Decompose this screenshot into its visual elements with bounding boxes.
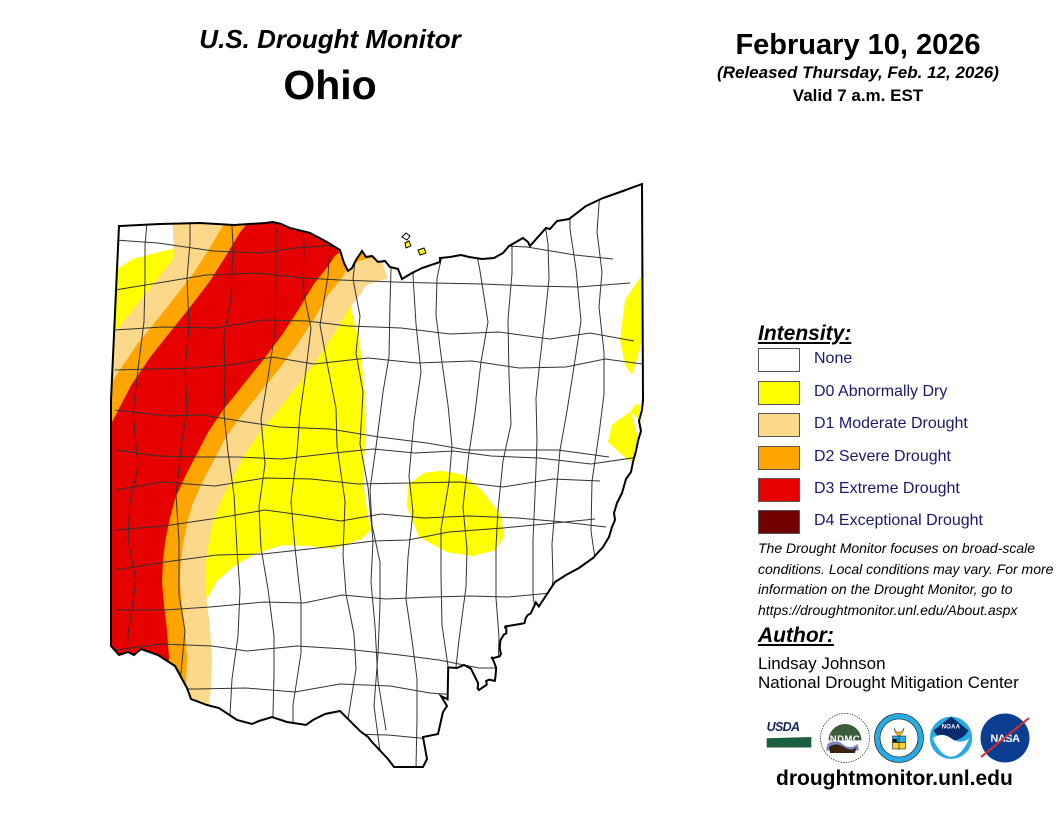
svg-text:NDMC: NDMC <box>830 734 861 745</box>
svg-text:USDA: USDA <box>767 720 800 734</box>
svg-text:NOAA: NOAA <box>942 725 961 731</box>
svg-text:NASA: NASA <box>990 733 1020 745</box>
